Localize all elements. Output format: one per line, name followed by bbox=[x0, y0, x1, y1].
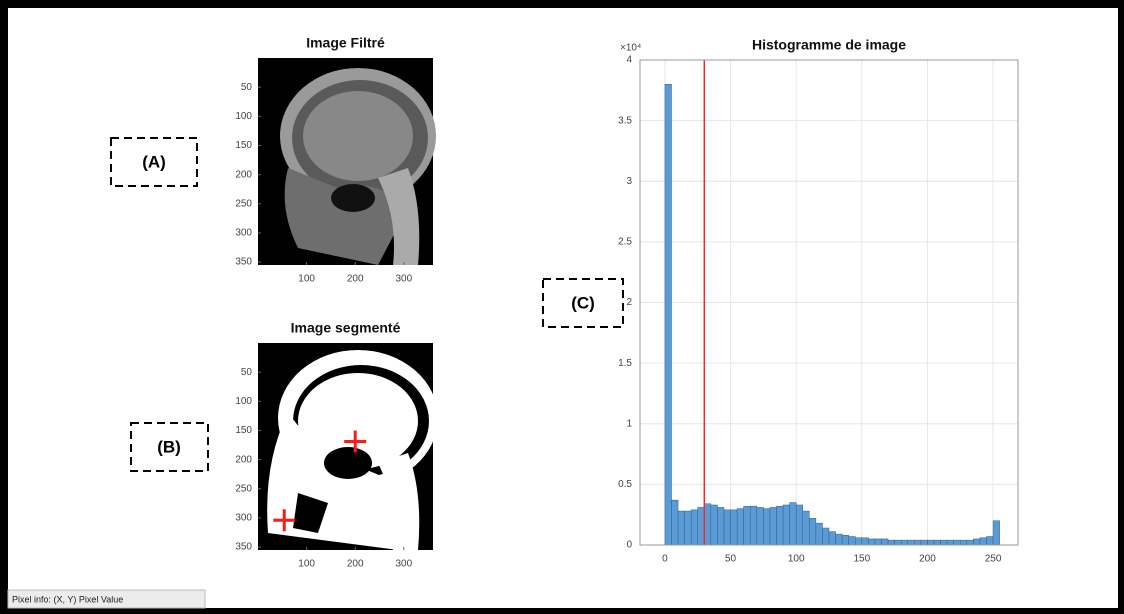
bar bbox=[665, 84, 672, 545]
screen: (A) (B) (C) Pixel info: (X, Y) Pixel Val… bbox=[0, 0, 1124, 614]
panel-label: (B) bbox=[157, 437, 181, 456]
bar bbox=[704, 504, 711, 545]
bar bbox=[849, 537, 856, 545]
y-tick-label: 200 bbox=[235, 169, 252, 180]
y-tick-label: 350 bbox=[235, 542, 252, 553]
bar bbox=[829, 532, 836, 545]
y-tick-label: 3.5 bbox=[618, 115, 632, 126]
bar bbox=[882, 539, 889, 545]
y-tick-label: 300 bbox=[235, 228, 252, 239]
y-tick-label: 200 bbox=[235, 454, 252, 465]
y-tick-label: 350 bbox=[235, 257, 252, 268]
bar bbox=[717, 507, 724, 545]
bar bbox=[888, 540, 895, 545]
bar bbox=[770, 507, 777, 545]
status-text: Pixel info: (X, Y) Pixel Value bbox=[12, 594, 123, 604]
bar bbox=[816, 523, 823, 545]
y-tick-label: 0.5 bbox=[618, 479, 632, 490]
bar bbox=[862, 538, 869, 545]
bar bbox=[987, 537, 994, 545]
image-title: Image Filtré bbox=[306, 35, 385, 51]
bar bbox=[875, 539, 882, 545]
bar bbox=[901, 540, 908, 545]
bar bbox=[954, 540, 961, 545]
bar bbox=[744, 506, 751, 545]
x-tick-label: 200 bbox=[919, 554, 936, 565]
bar bbox=[757, 507, 764, 545]
x-tick-label: 0 bbox=[662, 554, 668, 565]
bar bbox=[908, 540, 915, 545]
bar bbox=[967, 540, 974, 545]
bar bbox=[980, 538, 987, 545]
y-tick-label: 3 bbox=[626, 176, 632, 187]
y-tick-label: 250 bbox=[235, 198, 252, 209]
bar bbox=[941, 540, 948, 545]
y-tick-label: 100 bbox=[235, 111, 252, 122]
x-tick-label: 300 bbox=[395, 559, 412, 570]
image-title: Image segmenté bbox=[291, 320, 401, 336]
bar bbox=[855, 538, 862, 545]
bar bbox=[790, 503, 797, 545]
bar bbox=[724, 510, 731, 545]
bar bbox=[763, 509, 770, 545]
bar bbox=[698, 507, 705, 545]
bar bbox=[973, 539, 980, 545]
y-tick-label: 1 bbox=[626, 418, 632, 429]
x-tick-label: 200 bbox=[347, 559, 364, 570]
bar bbox=[678, 511, 685, 545]
y-tick-label: 50 bbox=[241, 82, 253, 93]
mri-image bbox=[258, 58, 436, 265]
bar bbox=[691, 510, 698, 545]
y-tick-label: 50 bbox=[241, 367, 253, 378]
bar bbox=[685, 511, 692, 545]
y-tick-label: 150 bbox=[235, 140, 252, 151]
y-tick-label: 300 bbox=[235, 513, 252, 524]
y-tick-label: 150 bbox=[235, 425, 252, 436]
bar bbox=[822, 528, 829, 545]
y-tick-label: 4 bbox=[626, 55, 632, 66]
bar bbox=[777, 506, 784, 545]
y-tick-label: 0 bbox=[626, 540, 632, 551]
x-tick-label: 100 bbox=[298, 274, 315, 285]
y-tick-label: 250 bbox=[235, 483, 252, 494]
bar bbox=[868, 539, 875, 545]
bar bbox=[960, 540, 967, 545]
bar bbox=[947, 540, 954, 545]
chart-title: Histogramme de image bbox=[752, 37, 906, 53]
bar bbox=[934, 540, 941, 545]
y-tick-label: 1.5 bbox=[618, 358, 632, 369]
panel-label: (A) bbox=[142, 152, 166, 171]
bar bbox=[737, 509, 744, 545]
bar bbox=[803, 511, 810, 545]
bar bbox=[993, 521, 1000, 545]
y-tick-label: 100 bbox=[235, 396, 252, 407]
x-tick-label: 200 bbox=[347, 274, 364, 285]
x-tick-label: 100 bbox=[788, 554, 805, 565]
panel-label: (C) bbox=[571, 293, 595, 312]
x-tick-label: 300 bbox=[395, 274, 412, 285]
bar bbox=[914, 540, 921, 545]
x-tick-label: 150 bbox=[853, 554, 870, 565]
y-tick-label: 2.5 bbox=[618, 237, 632, 248]
x-tick-label: 100 bbox=[298, 559, 315, 570]
y-tick-label: 2 bbox=[626, 297, 632, 308]
bar bbox=[927, 540, 934, 545]
bar bbox=[921, 540, 928, 545]
bar bbox=[731, 510, 738, 545]
bar bbox=[842, 535, 849, 545]
bar bbox=[672, 500, 679, 545]
x-tick-label: 250 bbox=[985, 554, 1002, 565]
bar bbox=[836, 534, 843, 545]
bar bbox=[711, 505, 718, 545]
bar bbox=[809, 518, 816, 545]
bar bbox=[750, 506, 757, 545]
bar bbox=[783, 505, 790, 545]
bar bbox=[796, 505, 803, 545]
page: (A) (B) (C) Pixel info: (X, Y) Pixel Val… bbox=[0, 0, 1124, 614]
bar bbox=[895, 540, 902, 545]
y-exponent: ×10⁴ bbox=[620, 43, 641, 54]
x-tick-label: 50 bbox=[725, 554, 737, 565]
